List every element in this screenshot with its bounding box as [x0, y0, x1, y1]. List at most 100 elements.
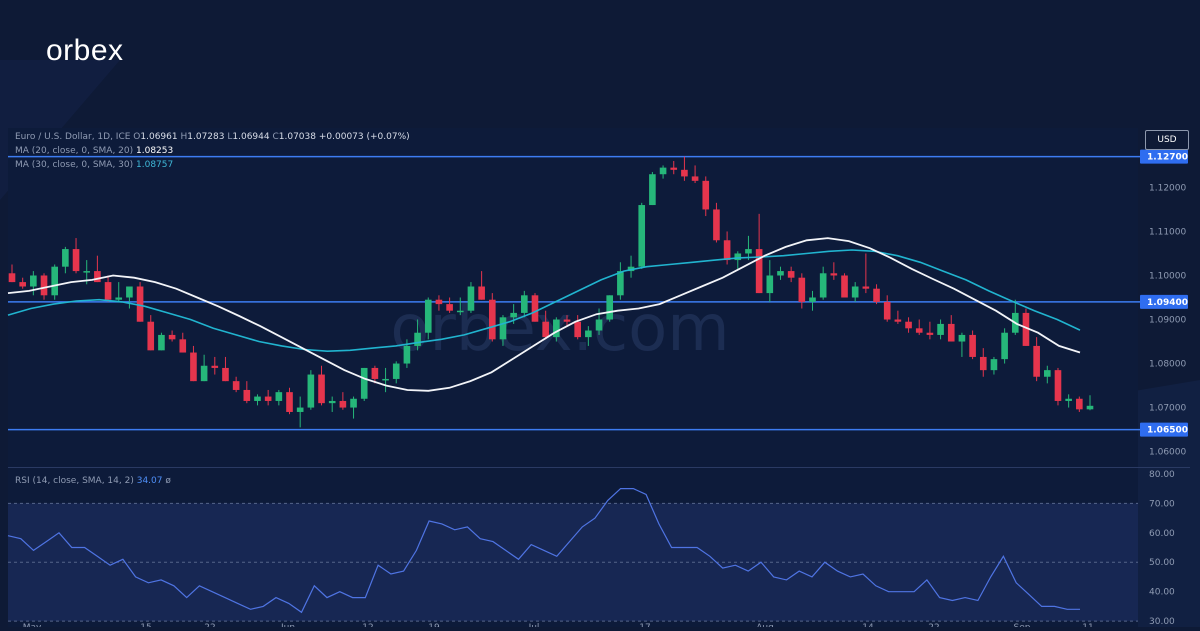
- candle-body-bullish: [328, 400, 336, 404]
- candle-body-bearish: [574, 321, 581, 338]
- price-tick-label: 1.08000: [1149, 360, 1186, 370]
- candle-body-bearish: [713, 209, 720, 241]
- candle-body-bearish: [915, 328, 923, 333]
- candle-body-bullish: [51, 266, 59, 296]
- candle-body-bullish: [777, 271, 784, 276]
- rsi-line: [7, 488, 1080, 614]
- x-axis-label: 11: [1082, 623, 1093, 627]
- ma20-legend: MA (20, close, 0, SMA, 20) 1.08253: [15, 146, 173, 156]
- candle-body-bullish: [617, 271, 624, 296]
- candle-body-bearish: [147, 321, 155, 351]
- candle-body-bearish: [222, 367, 229, 382]
- candle-body-bearish: [8, 273, 16, 283]
- x-axis-label: 19: [428, 623, 440, 627]
- open-label: O: [133, 132, 141, 142]
- candle-body-bearish: [168, 334, 176, 340]
- candle-body-bullish: [819, 273, 827, 298]
- candle-body-bullish: [392, 363, 400, 379]
- ma20-label: MA (20, close, 0, SMA, 20): [15, 146, 134, 156]
- candle-body-bullish: [424, 299, 432, 333]
- candle-body-bearish: [830, 273, 838, 276]
- candle-body-bullish: [158, 334, 165, 351]
- candle-body-bearish: [755, 249, 763, 294]
- candle-body-bullish: [638, 205, 646, 267]
- rsi-tick-label: 70.00: [1149, 499, 1175, 509]
- x-axis-label: 22: [928, 623, 939, 627]
- candle-body-bearish: [894, 319, 902, 322]
- candle-body-bullish: [649, 174, 656, 206]
- level-price-label: 1.06500: [1147, 426, 1188, 436]
- candle-body-bearish: [1033, 345, 1040, 377]
- candle-body-bullish: [83, 271, 91, 273]
- candle-body-bullish: [734, 253, 742, 261]
- price-tick-label: 1.06000: [1149, 448, 1186, 458]
- candle-body-bullish: [1086, 405, 1094, 410]
- candle-body-bearish: [190, 352, 197, 382]
- candle-body-bullish: [360, 367, 368, 399]
- candle-body-bearish: [243, 389, 251, 401]
- ma20-line: [7, 237, 1081, 392]
- currency-selector[interactable]: USD: [1145, 130, 1189, 150]
- x-axis-label: Sep: [1014, 623, 1031, 627]
- x-axis-label: 17: [639, 623, 650, 627]
- x-axis-label: 12: [362, 623, 373, 627]
- candle-body-bearish: [787, 271, 795, 278]
- candle-body-bearish: [40, 275, 48, 296]
- candle-body-bullish: [606, 295, 614, 320]
- candle-body-bearish: [232, 381, 240, 390]
- low-value: 1.06944: [232, 132, 270, 142]
- candle-body-bullish: [745, 249, 752, 254]
- high-value: 1.07283: [187, 132, 225, 142]
- candle-body-bullish: [350, 398, 357, 408]
- candle-body-bullish: [382, 378, 389, 381]
- candle-body-bearish: [563, 319, 571, 322]
- ma20-value: 1.08253: [136, 146, 174, 156]
- close-value: 1.07038: [278, 132, 316, 142]
- candle-body-bullish: [414, 332, 421, 346]
- rsi-tick-label: 40.00: [1149, 588, 1175, 598]
- candle-body-bullish: [275, 392, 283, 401]
- ma30-label: MA (30, close, 0, SMA, 30): [15, 160, 134, 170]
- candle-body-bearish: [264, 396, 272, 401]
- candle-body-bearish: [1022, 312, 1030, 346]
- candle-body-bullish: [307, 374, 315, 408]
- candle-body-bearish: [969, 334, 976, 357]
- candle-body-bearish: [702, 180, 710, 210]
- candle-body-bearish: [211, 365, 219, 368]
- candle-body-bearish: [339, 400, 347, 408]
- candle-body-bearish: [94, 271, 101, 283]
- candle-body-bullish: [403, 345, 411, 364]
- price-tick-label: 1.11000: [1149, 227, 1186, 237]
- candle-body-bearish: [926, 332, 934, 335]
- candle-body-bullish: [659, 167, 667, 175]
- price-legend: Euro / U.S. Dollar, 1D, ICE O1.06961 H1.…: [15, 132, 410, 142]
- level-price-badge: [1140, 422, 1188, 437]
- candle-body-bullish: [553, 319, 560, 338]
- candle-body-bullish: [595, 319, 603, 331]
- candle-body-bearish: [19, 282, 26, 287]
- candle-body-bullish: [456, 310, 464, 313]
- open-value: 1.06961: [140, 132, 178, 142]
- candle-body-bearish: [446, 304, 453, 311]
- candle-body-bearish: [435, 299, 443, 305]
- rsi-tick-label: 60.00: [1149, 529, 1175, 539]
- level-price-badge: [1140, 294, 1188, 309]
- low-label: L: [227, 132, 233, 142]
- candle-body-bullish: [937, 323, 944, 335]
- price-tick-label: 1.10000: [1149, 271, 1186, 281]
- candle-body-bearish: [478, 286, 485, 300]
- orbex-logo: orbex: [46, 34, 124, 67]
- candle-body-bearish: [542, 321, 549, 338]
- candle-body-bearish: [798, 277, 806, 302]
- candle-body-bearish: [723, 240, 731, 261]
- candle-body-bearish: [318, 374, 325, 404]
- candle-body-bullish: [1043, 370, 1051, 377]
- candle-body-bullish: [126, 286, 133, 298]
- x-axis-label: Jul: [528, 623, 540, 627]
- close-label: C: [272, 132, 279, 142]
- candle-body-bearish: [947, 323, 955, 342]
- candle-body-bullish: [296, 407, 304, 412]
- ma30-value: 1.08757: [136, 160, 174, 170]
